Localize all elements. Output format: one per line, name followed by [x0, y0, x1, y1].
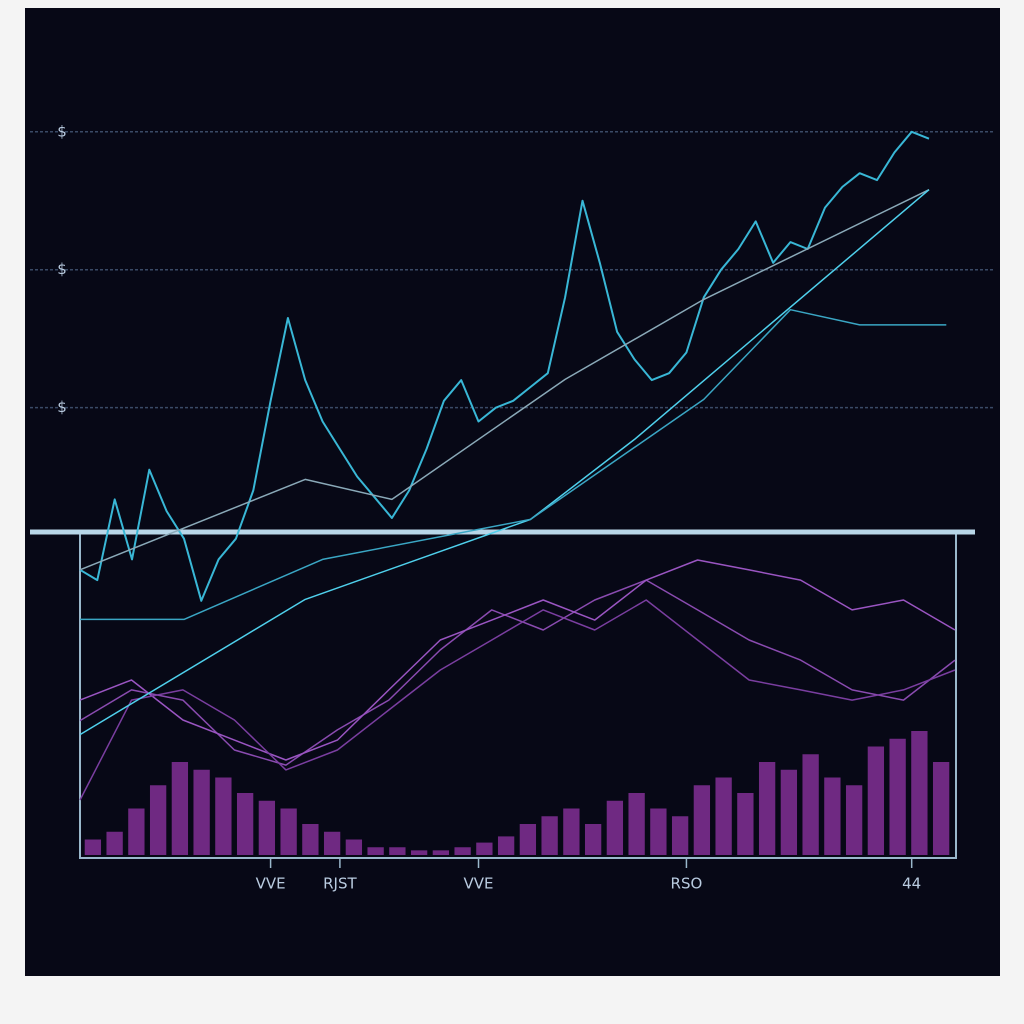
series-line — [80, 308, 947, 621]
volume-bar — [541, 816, 558, 855]
series-line — [79, 579, 956, 766]
x-tick-label: RSO — [671, 875, 703, 893]
volume-bar — [563, 808, 580, 855]
volume-bar — [149, 785, 167, 855]
volume-bar — [519, 824, 537, 855]
volume-bar — [236, 793, 254, 855]
volume-bar — [932, 762, 950, 855]
volume-bar — [171, 762, 189, 855]
volume-bar — [128, 808, 145, 855]
series-line — [79, 130, 930, 602]
volume-bar — [628, 793, 645, 855]
volume-bar — [758, 762, 776, 855]
volume-bar — [367, 847, 384, 855]
series-line — [79, 599, 956, 801]
volume-bar — [650, 808, 667, 855]
volume-bar — [476, 842, 493, 855]
y-tick-label: $ — [57, 122, 67, 140]
volume-bar — [323, 831, 341, 855]
volume-bar — [671, 816, 689, 855]
volume-bar — [389, 847, 406, 855]
series-line — [79, 189, 930, 571]
volume-bar — [193, 769, 210, 855]
x-tick-label: VVE — [256, 875, 286, 893]
volume-bar — [824, 777, 841, 855]
volume-bar — [911, 731, 928, 855]
volume-bar — [258, 800, 276, 855]
volume-bar — [889, 738, 906, 855]
volume-bar — [606, 800, 624, 855]
volume-bar — [802, 754, 819, 855]
volume-bar — [845, 785, 863, 855]
volume-bar — [584, 824, 602, 855]
volume-bar — [715, 777, 732, 855]
volume-bar — [84, 839, 102, 855]
volume-bar — [780, 769, 798, 855]
volume-bar — [737, 793, 754, 855]
volume-bar — [693, 785, 711, 855]
volume-bar — [302, 824, 319, 855]
volume-bar — [497, 836, 515, 855]
y-tick-label: $ — [57, 398, 67, 416]
series-line — [79, 559, 956, 761]
volume-bar — [106, 831, 123, 855]
volume-bar — [867, 746, 885, 855]
volume-bar — [432, 850, 450, 855]
x-tick-label: 44 — [902, 875, 921, 893]
volume-bar — [454, 847, 471, 855]
x-tick-label: RJST — [323, 875, 357, 893]
volume-bar — [345, 839, 363, 855]
x-tick-label: VVE — [464, 875, 494, 893]
volume-bar — [410, 850, 428, 855]
y-tick-label: $ — [57, 260, 67, 278]
volume-bar — [215, 777, 232, 855]
plot-layer: $ $ $ VVE RJST VVE RSO 44 — [30, 122, 995, 893]
volume-bar — [280, 808, 297, 855]
